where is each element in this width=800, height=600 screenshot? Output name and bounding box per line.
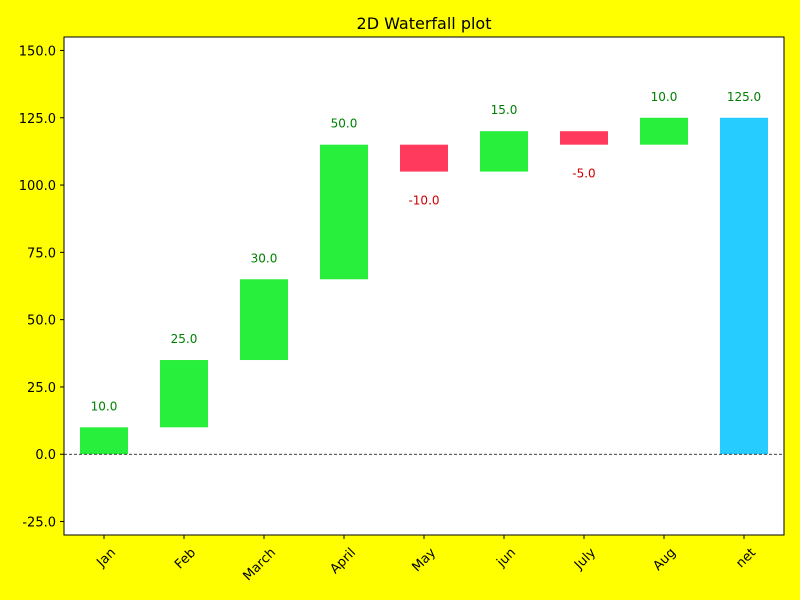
y-axis: -25.0 0.0 25.0 50.0 75.0 100.0 125.0 150.0: [19, 44, 64, 531]
y-tick-label: 75.0: [27, 246, 56, 261]
bar-jan: [80, 427, 128, 455]
bar-net: [720, 117, 768, 455]
value-label: -5.0: [572, 167, 595, 181]
value-label: 25.0: [171, 332, 198, 346]
bar-may: [400, 144, 448, 172]
y-tick-label: 100.0: [19, 179, 56, 194]
value-label: 10.0: [651, 90, 678, 104]
y-tick-label: 125.0: [19, 112, 56, 127]
bar-jun: [480, 131, 528, 172]
bar-feb: [160, 360, 208, 428]
value-label: 15.0: [491, 103, 518, 117]
bar-april: [320, 144, 368, 280]
y-tick-label: -25.0: [22, 516, 56, 531]
value-labels-group: 10.0 25.0 30.0 50.0 -10.0 15.0 -5.0 10.0 125.0: [91, 90, 762, 414]
value-label: 50.0: [331, 117, 358, 131]
y-tick-label: 150.0: [19, 44, 56, 59]
bars-group: [80, 117, 768, 455]
plot-area: [64, 37, 784, 535]
bar-aug: [640, 117, 688, 145]
value-label: 30.0: [251, 251, 278, 265]
value-label: 10.0: [91, 399, 118, 413]
value-label: -10.0: [408, 194, 439, 208]
y-tick-label: 50.0: [27, 314, 56, 329]
bar-march: [240, 279, 288, 361]
bar-july: [560, 131, 608, 145]
value-label: 125.0: [727, 90, 761, 104]
y-tick-label: 0.0: [35, 448, 56, 463]
chart-title: 2D Waterfall plot: [357, 14, 492, 33]
y-tick-label: 25.0: [27, 381, 56, 396]
